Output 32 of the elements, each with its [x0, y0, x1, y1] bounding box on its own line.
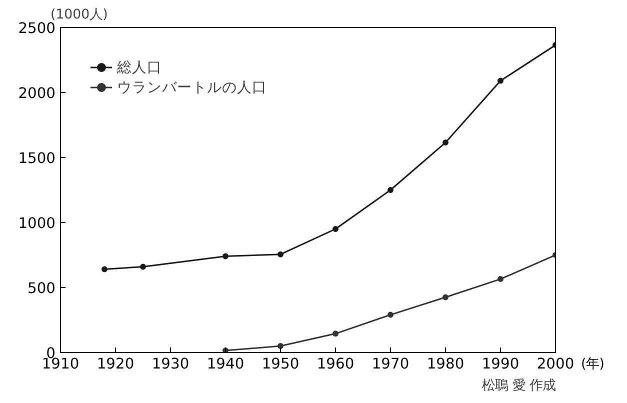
point	[388, 312, 394, 318]
y-tick-label: 500	[28, 280, 56, 297]
point	[442, 140, 448, 146]
y-tick-label: 1000	[18, 215, 56, 232]
y-tick-label: 2000	[18, 85, 56, 102]
x-tick-label: 1970	[372, 356, 410, 372]
point	[388, 187, 394, 193]
point	[102, 266, 108, 272]
x-tick-label: 1930	[152, 356, 190, 372]
text: 松鵈 愛 作成	[482, 378, 556, 394]
x-tick-label: 1920	[96, 356, 134, 372]
x-tick-label: 1940	[206, 356, 244, 372]
x-tick-label: 1980	[426, 356, 464, 372]
y-axis-title: (1000人)	[50, 8, 108, 22]
point	[332, 226, 338, 232]
point	[442, 294, 448, 300]
x-tick-label: 2000	[536, 356, 574, 372]
x-axis-title: (年)	[581, 356, 604, 374]
point	[498, 78, 504, 84]
x-tick-label: 1960	[316, 356, 354, 372]
x-tick-label: 1950	[262, 356, 300, 372]
point	[222, 253, 228, 260]
y-tick-label: 1500	[18, 150, 56, 167]
point	[278, 251, 284, 258]
y-tick-label: 2500	[18, 20, 56, 37]
x-tick-label: 1990	[482, 356, 520, 372]
legend-label: 総人口	[117, 58, 162, 76]
point	[498, 276, 504, 282]
point	[332, 330, 338, 337]
point	[140, 264, 146, 270]
legend-label: ウランバートルの人口	[117, 78, 267, 96]
point	[278, 343, 284, 349]
